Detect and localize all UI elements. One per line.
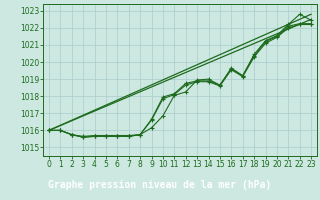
Text: Graphe pression niveau de la mer (hPa): Graphe pression niveau de la mer (hPa) [48,180,272,190]
